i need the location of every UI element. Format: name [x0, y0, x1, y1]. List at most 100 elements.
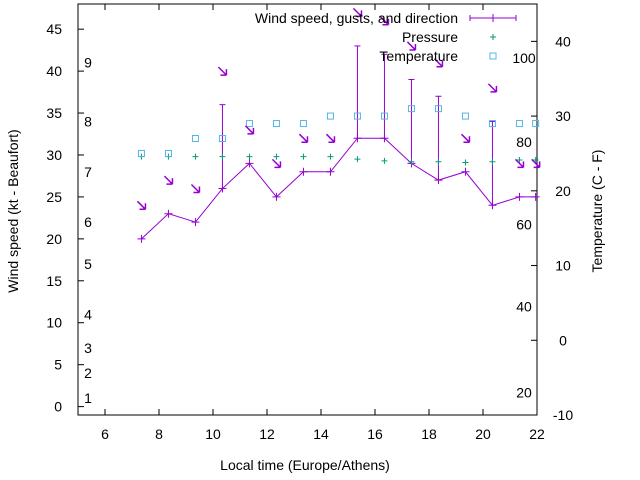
temperature-point [488, 120, 496, 128]
wind-speed-line [141, 137, 536, 240]
wind-speed-point [245, 159, 254, 168]
pressure-point [354, 156, 361, 163]
legend-swatch-marker [489, 14, 497, 22]
wind-speed-point [461, 167, 470, 176]
x-tick-label: 16 [367, 426, 383, 442]
y-tick-label: 5 [54, 357, 62, 373]
wind-speed-point [531, 192, 540, 201]
wind-speed-point [164, 209, 173, 218]
wind-direction-arrow [244, 125, 255, 135]
beaufort-label: 2 [84, 365, 92, 381]
temperature-point [380, 112, 388, 120]
wind-direction-arrow [217, 66, 228, 76]
wind-direction-arrow [352, 7, 363, 18]
legend: Wind speed, gusts, and direction Pressure… [255, 10, 517, 64]
fahrenheit-label: 20 [516, 385, 532, 401]
x-tick-label: 14 [313, 426, 329, 442]
plot-border [77, 3, 538, 416]
pressure-series [138, 153, 539, 166]
legend-label: Temperature [379, 48, 458, 64]
wind-speed-point [299, 167, 308, 176]
beaufort-label: 4 [84, 306, 92, 322]
pressure-point [192, 153, 199, 160]
wind-direction-arrow [325, 133, 336, 143]
temperature-series [137, 105, 540, 157]
wind-direction-arrow [514, 158, 525, 169]
pressure-point [462, 159, 469, 166]
y-tick-label: 40 [46, 63, 62, 79]
pressure-point [532, 157, 539, 164]
temperature-point [407, 105, 415, 113]
beaufort-scale-labels: 1 2 3 4 5 6 7 8 9 [84, 55, 92, 407]
wind-direction-arrow [136, 200, 147, 211]
wind-direction-arrow [460, 133, 471, 143]
pressure-point [408, 158, 415, 165]
pressure-point [516, 157, 523, 164]
x-tick-label: 10 [205, 426, 221, 442]
x-tick-label: 22 [529, 426, 545, 442]
legend-label: Wind speed, gusts, and direction [255, 10, 458, 26]
legend-swatch-marker [490, 34, 496, 40]
pressure-point [300, 153, 307, 160]
wind-direction-arrow [163, 175, 174, 185]
temperature-point [245, 120, 253, 128]
temperature-point [191, 135, 199, 143]
y-tick-label: 10 [46, 315, 62, 331]
x-axis-label: Local time (Europe/Athens) [220, 457, 390, 473]
fahrenheit-label: 40 [516, 299, 532, 315]
y-tick-label: 15 [46, 273, 62, 289]
fahrenheit-scale-labels: 20 40 60 80 100 [512, 50, 536, 401]
wind-direction-arrow [531, 158, 541, 169]
beaufort-label: 7 [84, 164, 92, 180]
y-tick-label: 30 [46, 147, 62, 163]
y2-axis-ticks: -10 0 10 20 30 40 [531, 33, 573, 423]
pressure-point [273, 153, 280, 160]
x-tick-label: 8 [155, 426, 163, 442]
y2-tick-label: -10 [553, 407, 573, 423]
temperature-point [515, 120, 523, 128]
y2-tick-label: 20 [555, 183, 571, 199]
y-tick-label: 0 [54, 399, 62, 415]
x-tick-label: 20 [475, 426, 491, 442]
y-tick-label: 25 [46, 189, 62, 205]
wind-direction-arrow [190, 184, 201, 194]
temperature-point [299, 120, 307, 128]
wind-speed-point [137, 234, 146, 243]
temperature-point [353, 112, 361, 120]
wind-direction-arrow [433, 58, 444, 68]
pressure-point [435, 158, 442, 165]
y2-tick-label: 10 [555, 258, 571, 274]
beaufort-label: 1 [84, 390, 92, 406]
x-tick-label: 6 [101, 426, 109, 442]
temperature-point [532, 120, 540, 128]
x-tick-label: 12 [259, 426, 275, 442]
y2-tick-label: 30 [555, 108, 571, 124]
wind-direction-arrow [379, 16, 390, 26]
pressure-point [246, 153, 253, 160]
pressure-point [219, 153, 226, 160]
x-tick-label: 18 [421, 426, 437, 442]
pressure-point [381, 157, 388, 164]
legend-label: Pressure [402, 29, 458, 45]
temperature-point [272, 120, 280, 128]
wind-direction-arrow [406, 41, 417, 51]
beaufort-label: 6 [84, 214, 92, 230]
temperature-point [164, 149, 172, 157]
y-tick-label: 35 [46, 105, 62, 121]
pressure-point [489, 158, 496, 165]
wind-speed-point [326, 167, 335, 176]
temperature-point [434, 105, 442, 113]
temperature-point [218, 135, 226, 143]
wind-speed-point [272, 192, 281, 201]
temperature-point [137, 149, 145, 157]
y-axis-ticks: 0 5 10 15 20 25 30 35 40 45 [46, 21, 84, 415]
wind-direction-arrows [136, 7, 541, 211]
pressure-point [327, 153, 334, 160]
plot-frame [77, 3, 538, 416]
fahrenheit-label: 80 [516, 134, 532, 150]
y2-tick-label: 40 [555, 33, 571, 49]
x-axis-ticks: 6 8 10 12 14 16 18 20 22 [101, 4, 545, 442]
wind-series [137, 45, 540, 243]
wind-direction-arrow [298, 133, 309, 143]
